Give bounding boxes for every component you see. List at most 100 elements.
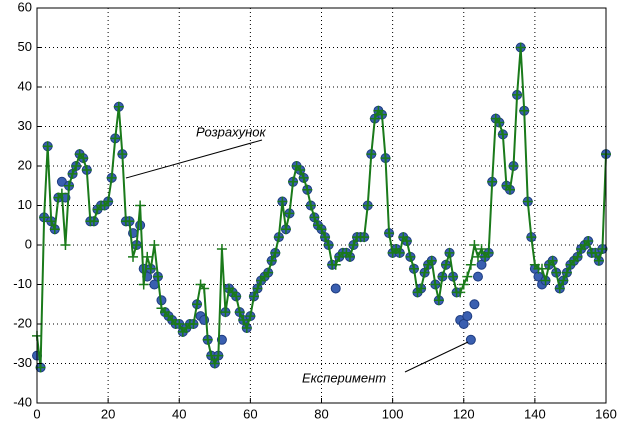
- plus-marker: [78, 153, 89, 164]
- y-tick-label: 0: [25, 236, 32, 251]
- plus-marker: [323, 240, 334, 250]
- plus-marker: [408, 263, 419, 274]
- plus-marker: [202, 334, 213, 345]
- plus-marker: [526, 232, 537, 243]
- plus-marker: [344, 251, 355, 262]
- plus-marker: [277, 196, 288, 207]
- plus-marker: [149, 240, 160, 250]
- plus-marker: [522, 196, 533, 207]
- plus-marker: [209, 358, 220, 369]
- plus-marker: [362, 200, 373, 211]
- plus-marker: [248, 291, 259, 302]
- plus-marker: [216, 243, 227, 254]
- plus-marker: [512, 89, 523, 100]
- plus-marker: [284, 208, 295, 219]
- plus-marker: [64, 180, 75, 191]
- plus-marker: [60, 240, 71, 250]
- data-point: [472, 271, 483, 282]
- y-tick-label: -30: [13, 355, 32, 370]
- plus-marker: [369, 113, 380, 124]
- y-tick-label: 60: [18, 0, 32, 14]
- plus-marker: [497, 129, 508, 140]
- plus-marker: [152, 271, 163, 282]
- plus-marker: [519, 105, 530, 116]
- plus-marker: [220, 307, 231, 318]
- plus-marker: [426, 255, 437, 266]
- plus-marker: [494, 117, 505, 128]
- plus-marker: [416, 283, 427, 294]
- plus-marker: [476, 243, 487, 254]
- plus-marker: [113, 101, 124, 112]
- plus-marker: [359, 232, 370, 243]
- plus-marker: [245, 311, 256, 322]
- plus-marker: [515, 42, 526, 53]
- plus-marker: [583, 236, 594, 247]
- plus-marker: [401, 236, 412, 247]
- plus-marker: [440, 259, 451, 270]
- plus-marker: [394, 247, 405, 258]
- plus-marker: [103, 196, 114, 207]
- plus-marker: [430, 279, 441, 290]
- plus-marker: [42, 141, 53, 152]
- plus-marker: [49, 224, 60, 235]
- plus-marker: [81, 164, 92, 175]
- plus-marker: [231, 291, 242, 302]
- plus-marker: [448, 271, 459, 282]
- plus-marker: [547, 255, 558, 266]
- marks: [32, 42, 611, 373]
- plus-marker: [469, 240, 480, 250]
- plus-marker: [252, 283, 263, 294]
- plus-marker: [110, 133, 121, 144]
- plus-marker: [504, 184, 515, 195]
- x-tick-label: 20: [101, 406, 115, 421]
- plus-marker: [138, 279, 149, 290]
- x-tick-label: 40: [172, 406, 186, 421]
- y-tick-label: -40: [13, 394, 32, 409]
- plus-marker: [71, 161, 82, 171]
- plus-marker: [405, 251, 416, 262]
- plus-marker: [483, 247, 494, 258]
- plus-marker: [444, 247, 455, 258]
- plus-marker: [288, 176, 299, 187]
- y-tick-label: 50: [18, 39, 32, 54]
- plus-marker: [145, 263, 156, 274]
- plus-marker: [433, 295, 444, 306]
- x-tick-label: 120: [453, 406, 475, 421]
- plus-marker: [46, 216, 57, 227]
- plus-marker: [56, 188, 67, 199]
- plus-marker: [316, 224, 327, 235]
- plus-marker: [88, 216, 99, 227]
- plus-marker: [234, 307, 245, 318]
- x-tick-label: 160: [595, 406, 617, 421]
- plus-marker: [380, 153, 391, 164]
- x-tick-label: 140: [524, 406, 546, 421]
- plus-marker: [508, 161, 519, 171]
- plus-marker: [540, 275, 551, 286]
- plus-marker: [131, 240, 142, 250]
- y-tick-label: 20: [18, 157, 32, 172]
- y-tick-label: -20: [13, 315, 32, 330]
- plus-marker: [124, 216, 135, 227]
- data-point: [465, 334, 476, 345]
- plus-marker: [437, 271, 448, 282]
- plus-marker: [273, 232, 284, 243]
- x-tick-label: 80: [314, 406, 328, 421]
- annotation-leader: [404, 341, 469, 373]
- data-point: [469, 299, 480, 310]
- plus-marker: [572, 251, 583, 262]
- plus-marker: [348, 240, 359, 250]
- plus-marker: [554, 283, 565, 294]
- y-tick-label: 30: [18, 118, 32, 133]
- data-point: [462, 311, 473, 322]
- plus-marker: [465, 259, 476, 270]
- plus-marker: [188, 319, 199, 329]
- series-annotation: Експеримент: [302, 370, 386, 385]
- plus-marker: [590, 247, 601, 258]
- plus-marker: [117, 149, 128, 160]
- plus-marker: [67, 168, 78, 179]
- plus-marker: [551, 267, 562, 278]
- plus-marker: [330, 259, 341, 270]
- x-tick-label: 60: [243, 406, 257, 421]
